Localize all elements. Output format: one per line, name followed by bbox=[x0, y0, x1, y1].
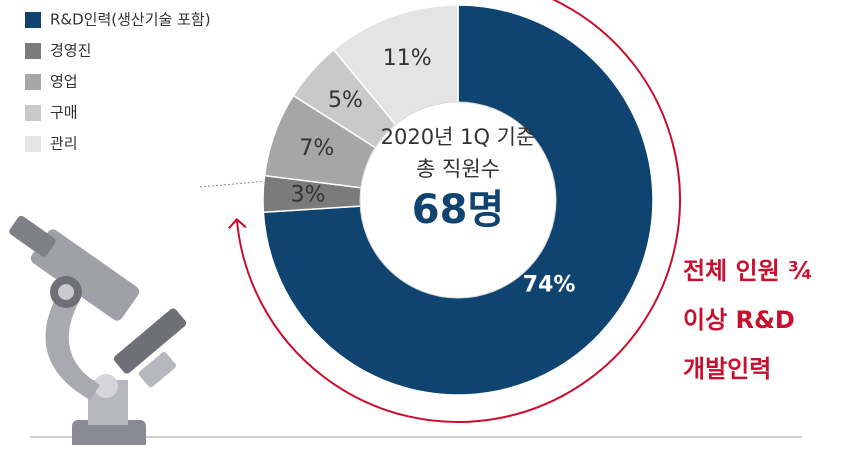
slice-label: 7% bbox=[299, 136, 334, 161]
legend-label: 관리 bbox=[50, 135, 78, 153]
slice-label: 74% bbox=[523, 273, 576, 298]
annotation: 개발인력 bbox=[683, 355, 771, 383]
slice-label: 5% bbox=[328, 88, 363, 113]
legend-label: R&D인력(생산기술 포함) bbox=[50, 11, 211, 29]
annotation: 전체 인원 ¾ bbox=[683, 257, 813, 285]
arrow-head bbox=[228, 217, 247, 230]
legend-swatch bbox=[25, 43, 41, 59]
center-total: 68명 bbox=[412, 187, 504, 233]
legend-swatch bbox=[25, 12, 41, 28]
inner-circle bbox=[366, 108, 550, 292]
legend-swatch bbox=[25, 136, 41, 152]
legend-label: 구매 bbox=[50, 104, 78, 122]
legend-swatch bbox=[25, 74, 41, 90]
slice-label: 11% bbox=[383, 46, 432, 71]
legend-label: 영업 bbox=[50, 73, 78, 91]
annotation: 이상 R&D bbox=[683, 306, 795, 334]
microscope-icon bbox=[9, 215, 187, 449]
legend-swatch bbox=[25, 105, 41, 121]
center-text: 총 직원수 bbox=[416, 157, 500, 181]
leader-line bbox=[199, 180, 269, 188]
legend-label: 경영진 bbox=[50, 42, 91, 60]
highlight-arc bbox=[235, 0, 681, 423]
slice-label: 3% bbox=[291, 182, 326, 207]
center-text: 2020년 1Q 기준 bbox=[381, 125, 536, 149]
